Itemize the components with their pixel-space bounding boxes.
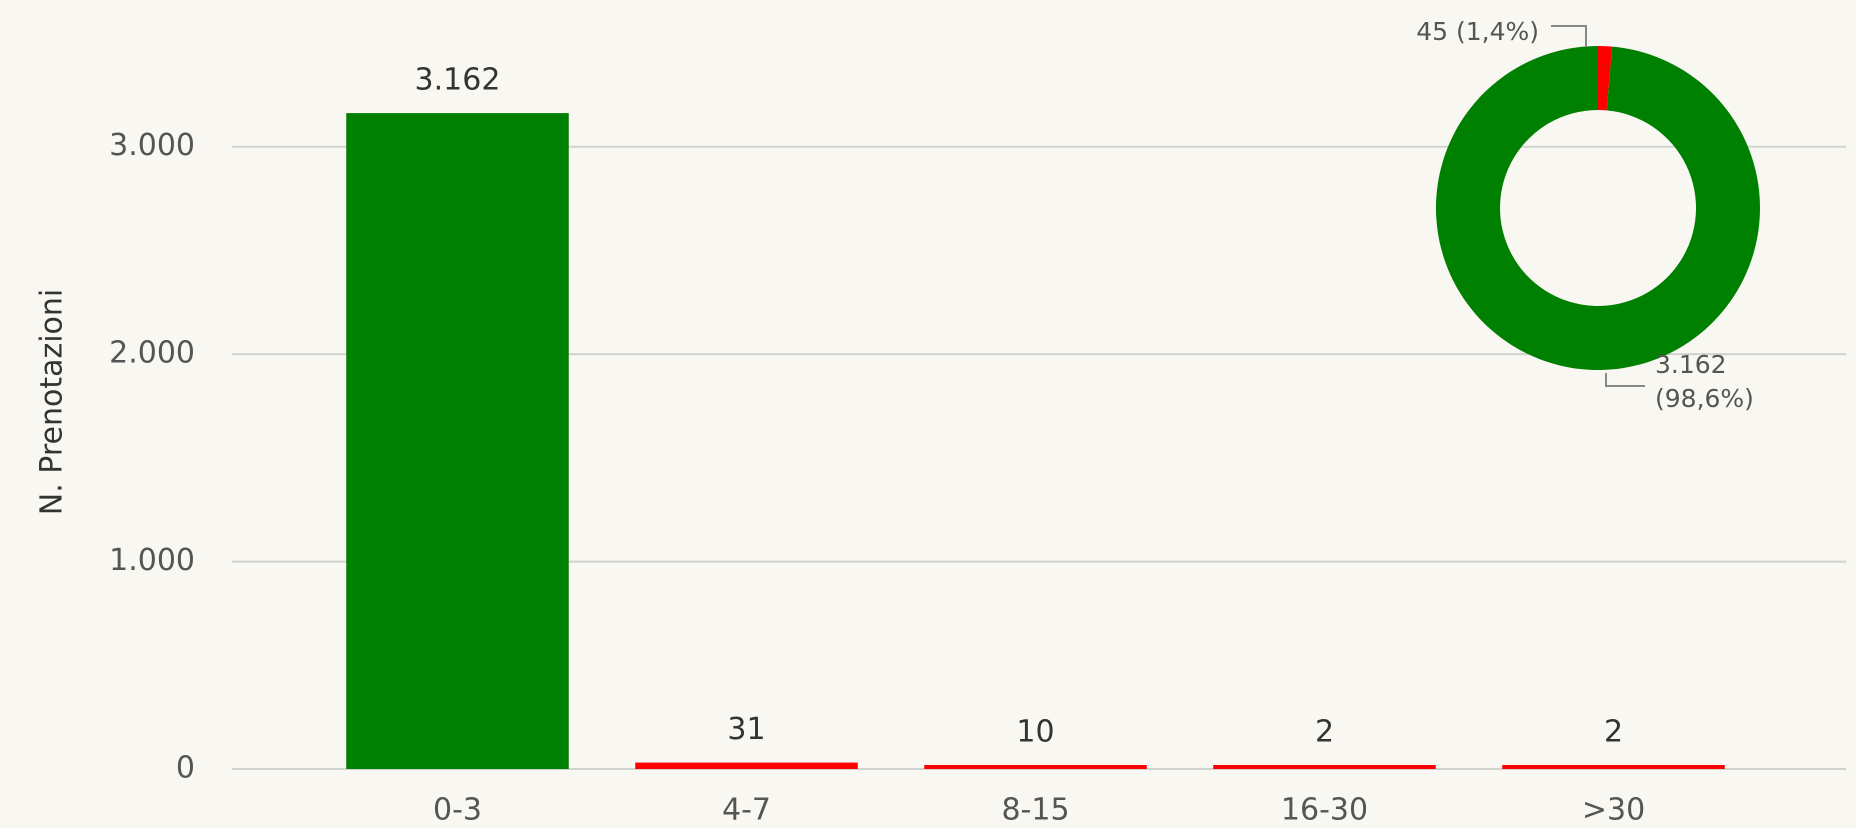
leader-line [1551,25,1587,47]
y-tick-label: 3.000 [109,128,195,163]
bar [1213,765,1436,769]
pie-label: 3.162 (98,6%) [1655,350,1754,413]
bar [346,113,569,770]
x-tick-label: 8-15 [1001,793,1069,828]
x-tick-label: 16-30 [1281,793,1368,828]
x-tick-label: 4-7 [722,793,771,828]
value-label: 10 [1016,715,1054,750]
pie-slice [1598,46,1613,111]
x-tick-label: 0-3 [433,793,482,828]
y-tick-label: 1.000 [109,543,195,578]
leader-line [1605,373,1645,387]
y-tick-label: 0 [176,751,195,786]
bar [924,765,1147,769]
pie-label: 45 (1,4%) [1416,17,1539,46]
y-axis-title: N. Prenotazioni [35,289,70,516]
bar [635,762,858,769]
y-tick-label: 2.000 [109,336,195,371]
value-label: 31 [727,712,765,747]
x-tick-label: >30 [1582,793,1645,828]
value-label: 2 [1604,715,1623,750]
bar [1502,765,1725,769]
value-label: 3.162 [415,63,501,98]
value-label: 2 [1315,715,1334,750]
pie-slice [1435,46,1760,371]
